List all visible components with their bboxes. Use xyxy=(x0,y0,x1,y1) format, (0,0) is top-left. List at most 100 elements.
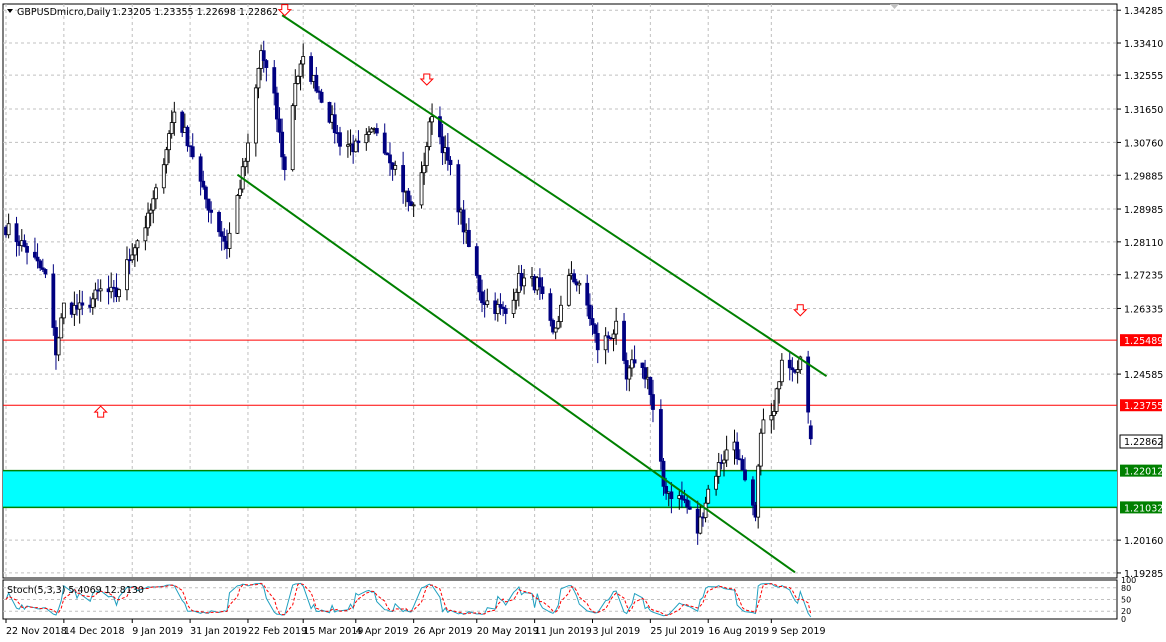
candle-body xyxy=(169,122,174,134)
candle-body xyxy=(393,165,398,170)
candle-body xyxy=(125,259,129,291)
candle xyxy=(61,302,66,325)
channel-line-lower[interactable] xyxy=(236,173,796,574)
candle-body xyxy=(606,335,611,339)
candle xyxy=(787,352,792,381)
candle xyxy=(338,126,342,156)
candle-body xyxy=(466,229,471,248)
candle xyxy=(243,157,248,177)
candle-body xyxy=(787,359,792,369)
candle xyxy=(25,242,29,265)
level-label: 1.22012 xyxy=(1124,467,1163,478)
candle-body xyxy=(382,132,387,154)
last-price-label: 1.22862 xyxy=(1124,437,1163,448)
candle-body xyxy=(769,415,774,421)
candle-body xyxy=(537,277,542,288)
candle xyxy=(353,138,358,153)
candle xyxy=(735,432,740,465)
support-zone-fill xyxy=(3,470,1117,508)
candle-body xyxy=(540,286,545,295)
candle xyxy=(687,500,692,510)
candle xyxy=(680,481,684,508)
candle xyxy=(369,127,374,133)
shift-marker-icon[interactable] xyxy=(890,4,899,9)
candle-body xyxy=(409,201,413,207)
candle xyxy=(246,133,250,174)
candle-body xyxy=(614,320,619,335)
candle-body xyxy=(151,198,156,211)
candle-body xyxy=(298,63,303,77)
candle-body xyxy=(682,498,687,501)
candle-body xyxy=(274,92,279,120)
date-tick-label: 22 Nov 2018 xyxy=(6,626,67,637)
candle xyxy=(587,293,592,326)
candle xyxy=(51,264,56,336)
stochastic-level-label: 80 xyxy=(1121,584,1131,593)
price-channel[interactable] xyxy=(236,14,828,574)
stochastic-label: Stoch(5,3,3) 5.4069 12.8130 xyxy=(7,585,144,596)
candle-body xyxy=(80,302,85,306)
candle-body xyxy=(185,126,190,147)
candle xyxy=(632,345,637,368)
candle xyxy=(296,75,300,85)
candle-body xyxy=(798,356,803,371)
candle xyxy=(235,193,240,234)
candle xyxy=(593,323,598,343)
candle xyxy=(682,489,687,504)
candle-body xyxy=(40,267,45,270)
candle xyxy=(808,420,813,445)
collapse-triangle-icon[interactable] xyxy=(7,9,13,13)
candle xyxy=(282,154,287,181)
price-panel[interactable] xyxy=(2,3,1118,579)
candle-body xyxy=(735,441,740,460)
date-tick-label: 26 Apr 2019 xyxy=(414,626,473,637)
down-arrow-icon xyxy=(277,4,292,17)
support-zone xyxy=(3,470,1117,508)
candle xyxy=(190,133,195,160)
channel-line-upper[interactable] xyxy=(281,14,828,377)
candle xyxy=(566,268,571,307)
candle-body xyxy=(117,289,121,298)
candle xyxy=(595,322,600,364)
candle-body xyxy=(127,259,132,262)
candle xyxy=(135,239,140,262)
candle xyxy=(169,110,174,139)
candle-body xyxy=(790,367,795,371)
candle-body xyxy=(272,67,277,94)
stochastic-lines xyxy=(5,582,812,618)
candle xyxy=(90,292,95,315)
candle xyxy=(756,463,761,529)
symbol-label: GBPUSDmicro,Daily xyxy=(17,7,111,18)
candle-body xyxy=(209,209,214,213)
candle-body xyxy=(514,291,519,301)
candle xyxy=(722,450,726,477)
candle xyxy=(43,268,48,279)
date-tick-label: 31 Jan 2019 xyxy=(190,626,247,637)
candle xyxy=(56,336,61,362)
price-tick-label: 1.30760 xyxy=(1124,138,1163,149)
candle xyxy=(151,190,156,224)
candle xyxy=(556,315,561,330)
candle-body xyxy=(685,499,690,508)
candle-body xyxy=(761,419,766,434)
candle-body xyxy=(109,286,114,293)
candle xyxy=(72,291,77,326)
candle-body xyxy=(338,132,342,147)
candle-body xyxy=(806,356,811,413)
candle-body xyxy=(772,411,776,416)
candle-body xyxy=(280,131,285,158)
candle xyxy=(758,428,763,476)
candle-body xyxy=(590,318,595,326)
candle-body xyxy=(374,128,379,134)
candle xyxy=(501,301,505,317)
level-labels: 1.25489 1.23755 1.22012 1.21032 xyxy=(1120,334,1163,514)
candle xyxy=(614,307,619,345)
candle-body xyxy=(658,409,663,462)
candle xyxy=(261,40,266,73)
candle xyxy=(367,126,371,142)
candle xyxy=(385,152,390,156)
candle-body xyxy=(495,304,500,314)
price-tick-label: 1.27235 xyxy=(1124,271,1163,282)
candle-body xyxy=(132,247,137,256)
